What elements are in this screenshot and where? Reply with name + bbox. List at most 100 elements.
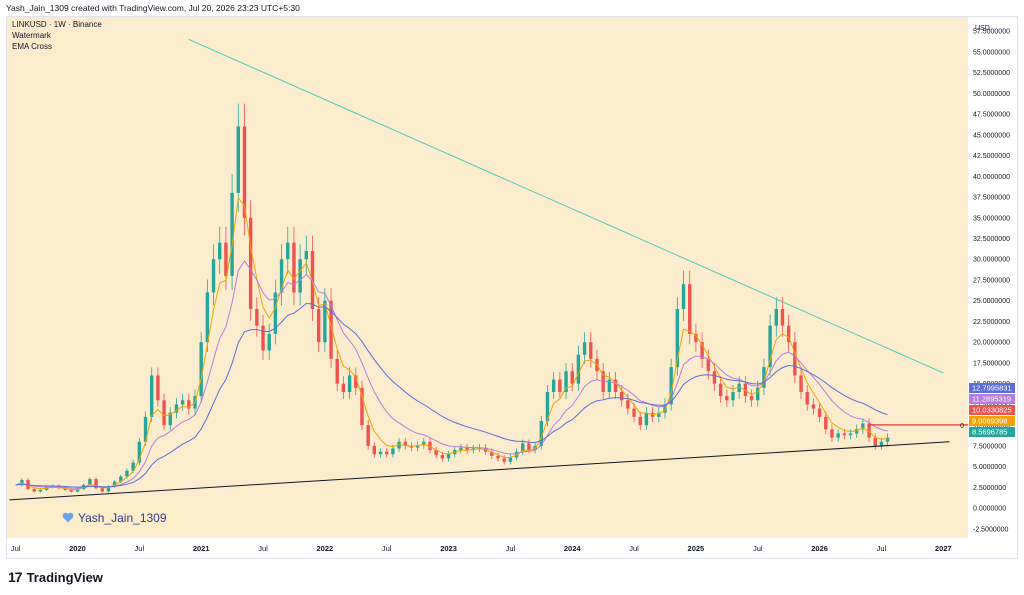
candle-body[interactable]: [854, 429, 859, 434]
candle-body[interactable]: [681, 284, 686, 310]
candle-body[interactable]: [391, 448, 395, 455]
candle-body[interactable]: [731, 391, 735, 401]
candle-body[interactable]: [842, 433, 847, 436]
candle-body[interactable]: [428, 441, 432, 451]
candle-body[interactable]: [119, 476, 123, 482]
candle-body[interactable]: [446, 454, 451, 459]
candle-body[interactable]: [131, 462, 135, 471]
candle-body[interactable]: [570, 371, 574, 384]
candle-body[interactable]: [663, 404, 667, 413]
candle-body[interactable]: [162, 400, 166, 426]
candle-body[interactable]: [38, 489, 43, 492]
candle-body[interactable]: [459, 447, 463, 451]
candle-body[interactable]: [465, 447, 469, 451]
candle-body[interactable]: [527, 443, 531, 451]
candle-body[interactable]: [218, 242, 222, 260]
candle-body[interactable]: [187, 400, 191, 409]
candle-body[interactable]: [180, 400, 185, 405]
candle-body[interactable]: [100, 488, 104, 492]
candle-body[interactable]: [150, 375, 154, 417]
candle-body[interactable]: [329, 300, 333, 359]
candle-body[interactable]: [848, 433, 853, 436]
candle-body[interactable]: [793, 342, 797, 376]
candle-body[interactable]: [786, 325, 791, 343]
candle-body[interactable]: [248, 217, 253, 310]
candle-body[interactable]: [873, 437, 877, 446]
candle-body[interactable]: [694, 333, 698, 343]
candle-body[interactable]: [743, 383, 748, 397]
candle-body[interactable]: [224, 242, 228, 276]
candle-body[interactable]: [360, 387, 364, 426]
candle-body[interactable]: [75, 489, 80, 492]
candle-body[interactable]: [675, 309, 680, 368]
candle-body[interactable]: [576, 354, 581, 384]
candle-body[interactable]: [292, 242, 296, 293]
candle-body[interactable]: [378, 451, 383, 455]
candle-body[interactable]: [236, 126, 240, 193]
candle-body[interactable]: [861, 423, 865, 430]
candle-body[interactable]: [384, 451, 389, 455]
candle-body[interactable]: [817, 408, 822, 417]
tradingview-logo[interactable]: 17 TradingView: [8, 569, 103, 585]
candle-body[interactable]: [112, 481, 117, 487]
candle-body[interactable]: [230, 192, 234, 276]
candle-body[interactable]: [564, 371, 568, 392]
candle-body[interactable]: [626, 400, 630, 409]
candle-body[interactable]: [879, 441, 884, 446]
candle-body[interactable]: [774, 309, 778, 326]
candle-body[interactable]: [156, 375, 160, 401]
candle-body[interactable]: [589, 342, 593, 359]
candle-body[interactable]: [718, 383, 723, 397]
candle-body[interactable]: [700, 342, 704, 359]
candle-body[interactable]: [403, 441, 407, 446]
candle-body[interactable]: [780, 309, 785, 326]
candle-body[interactable]: [521, 443, 525, 452]
candle-body[interactable]: [607, 379, 612, 392]
candle-body[interactable]: [824, 416, 828, 430]
candle-body[interactable]: [106, 486, 111, 492]
candle-body[interactable]: [366, 425, 370, 446]
candle-body[interactable]: [712, 371, 717, 384]
candle-body[interactable]: [409, 445, 414, 448]
candle-body[interactable]: [632, 408, 636, 417]
candle-body[interactable]: [638, 416, 642, 426]
candle-body[interactable]: [347, 375, 352, 392]
candle-body[interactable]: [885, 437, 890, 442]
candle-body[interactable]: [434, 450, 438, 456]
candle-body[interactable]: [316, 309, 321, 343]
candle-body[interactable]: [273, 292, 278, 334]
candle-body[interactable]: [539, 421, 544, 446]
candle-body[interactable]: [63, 488, 67, 490]
trendline-lower[interactable]: [9, 441, 950, 501]
candle-body[interactable]: [267, 333, 271, 351]
candle-body[interactable]: [261, 325, 265, 351]
candle-body[interactable]: [422, 441, 426, 446]
candle-body[interactable]: [341, 383, 346, 392]
candle-body[interactable]: [490, 451, 494, 456]
candle-body[interactable]: [304, 250, 309, 260]
candle-body[interactable]: [440, 455, 445, 459]
candle-body[interactable]: [199, 342, 203, 397]
candle-body[interactable]: [502, 458, 506, 462]
candle-body[interactable]: [805, 391, 809, 405]
candle-body[interactable]: [88, 479, 92, 485]
candle-body[interactable]: [286, 242, 290, 260]
trendline-upper[interactable]: [188, 38, 944, 374]
candle-body[interactable]: [688, 284, 692, 334]
candle-body[interactable]: [836, 433, 840, 438]
candle-body[interactable]: [205, 292, 210, 343]
candle-body[interactable]: [799, 375, 803, 392]
candle-body[interactable]: [94, 479, 98, 489]
candle-body[interactable]: [496, 455, 500, 459]
candle-body[interactable]: [737, 383, 741, 392]
candle-body[interactable]: [137, 441, 142, 463]
candle-body[interactable]: [749, 396, 754, 401]
candle-body[interactable]: [768, 325, 772, 368]
candle-body[interactable]: [867, 423, 871, 438]
candle-body[interactable]: [830, 429, 834, 438]
candle-body[interactable]: [619, 391, 624, 401]
candle-body[interactable]: [335, 358, 339, 384]
candle-body[interactable]: [545, 391, 550, 422]
candle-body[interactable]: [762, 367, 766, 388]
